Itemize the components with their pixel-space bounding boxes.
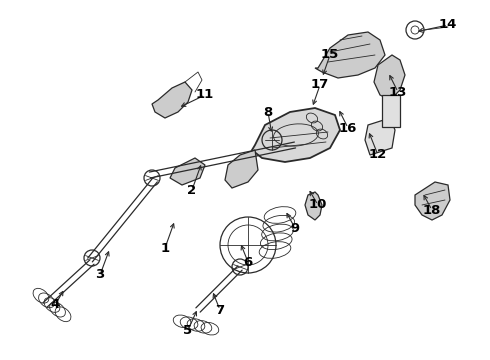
Text: 14: 14 [439,18,457,31]
Polygon shape [225,150,258,188]
Text: 3: 3 [96,269,105,282]
Text: 4: 4 [50,298,60,311]
Text: 8: 8 [264,105,272,118]
Text: 18: 18 [423,203,441,216]
Polygon shape [152,82,192,118]
Text: 5: 5 [183,324,193,337]
Text: 17: 17 [311,78,329,91]
Polygon shape [305,192,322,220]
Text: 15: 15 [321,49,339,62]
Text: 2: 2 [188,184,196,197]
Polygon shape [415,182,450,220]
Polygon shape [315,32,385,78]
Text: 12: 12 [369,148,387,162]
Text: 16: 16 [339,122,357,135]
Polygon shape [252,108,340,162]
Text: 9: 9 [291,221,299,234]
Polygon shape [170,158,205,185]
Text: 10: 10 [309,198,327,211]
Text: 13: 13 [389,85,407,99]
Polygon shape [374,55,405,100]
Text: 1: 1 [160,242,170,255]
Text: 7: 7 [216,303,224,316]
FancyBboxPatch shape [382,95,400,127]
Text: 11: 11 [196,89,214,102]
Text: 6: 6 [244,256,253,269]
Polygon shape [365,118,395,155]
